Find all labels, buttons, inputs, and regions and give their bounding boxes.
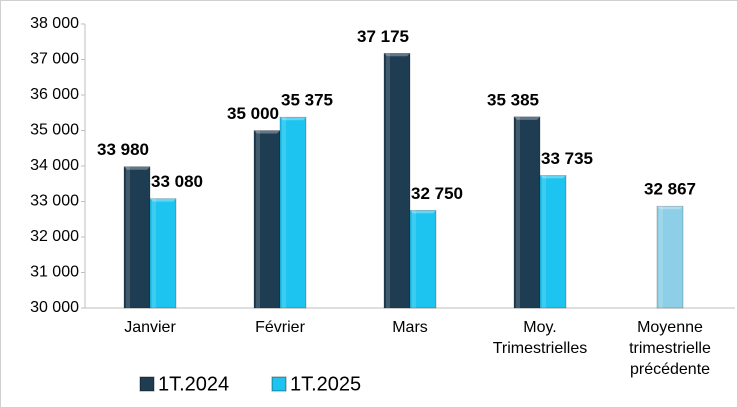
bar [539, 175, 567, 309]
bar-top [514, 116, 540, 120]
value-label: 35 385 [487, 90, 539, 109]
bar-highlight [516, 116, 520, 309]
bar-highlight [152, 198, 156, 308]
bar [149, 198, 177, 309]
bar-highlight [542, 175, 546, 308]
bar [279, 116, 307, 309]
bar-highlight [412, 210, 416, 308]
y-tick-label: 37 000 [30, 51, 79, 68]
bar-top [254, 130, 280, 134]
y-tick-label: 33 000 [30, 193, 79, 210]
bar-top [540, 175, 566, 179]
bar-highlight [659, 206, 663, 308]
bar-highlight [256, 130, 260, 308]
bar-top [280, 117, 306, 121]
bar [513, 116, 541, 309]
value-label: 33 735 [541, 149, 593, 168]
bar-highlight [126, 166, 130, 308]
bar [409, 210, 437, 309]
value-label: 35 000 [227, 104, 279, 123]
bar-top [124, 166, 150, 170]
legend-swatch [271, 376, 287, 392]
bar [123, 166, 151, 309]
y-tick-label: 32 000 [30, 228, 79, 245]
y-tick-label: 34 000 [30, 157, 79, 174]
value-label: 32 867 [644, 180, 696, 199]
bar-highlight [386, 53, 390, 308]
bar-top [384, 53, 410, 57]
bar [253, 130, 281, 309]
legend-label: 1T.2024 [158, 373, 229, 395]
bar-highlight [282, 117, 286, 308]
y-tick-label: 35 000 [30, 122, 79, 139]
value-label: 33 980 [97, 140, 149, 159]
value-label: 37 175 [357, 27, 409, 46]
bar-top [657, 206, 683, 210]
y-tick-label: 30 000 [30, 299, 79, 316]
x-tick-label: Janvier [124, 319, 176, 336]
x-tick-label: Février [255, 319, 305, 336]
bar-top [150, 198, 176, 202]
bar-top [410, 210, 436, 214]
value-label: 33 080 [151, 172, 203, 191]
bar [383, 52, 411, 309]
legend-swatch [139, 376, 155, 392]
x-tick-label: Mars [392, 319, 428, 336]
y-tick-label: 31 000 [30, 264, 79, 281]
x-tick-label: Moyenne trimestrielle précédente [629, 319, 711, 378]
legend-label: 1T.2025 [290, 373, 361, 395]
bar [656, 205, 684, 309]
y-tick-label: 38 000 [30, 15, 79, 32]
x-tick-label: Moy. Trimestrielles [493, 319, 588, 357]
value-label: 35 375 [281, 91, 333, 110]
value-label: 32 750 [411, 184, 463, 203]
y-tick-label: 36 000 [30, 86, 79, 103]
